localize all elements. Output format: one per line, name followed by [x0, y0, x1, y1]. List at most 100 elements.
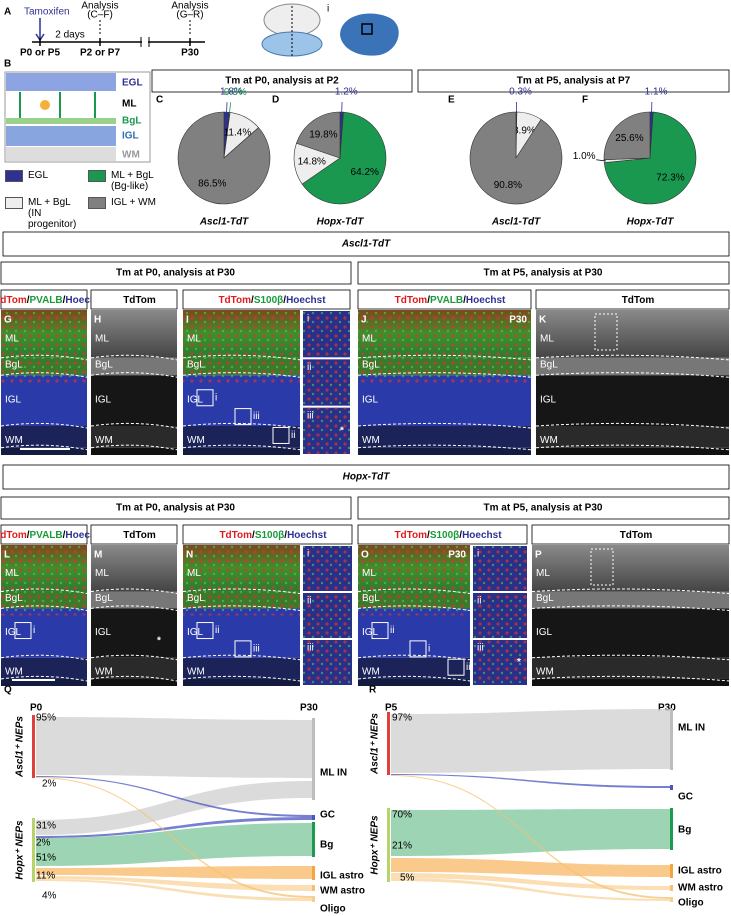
target-label: WM astro	[678, 883, 723, 894]
inset-label: iii	[477, 643, 484, 654]
tissue-layer	[1, 657, 87, 679]
panel-letter: K	[539, 315, 547, 326]
percent-label: 2%	[36, 838, 51, 849]
legend-swatch	[5, 197, 23, 209]
layer-label: ML	[5, 568, 19, 579]
roi-label: ii	[291, 430, 295, 441]
data-label: 8.9%	[513, 125, 536, 136]
source-node	[32, 715, 35, 778]
roi-label: ii	[390, 625, 394, 636]
pie-slice	[177, 111, 271, 205]
tissue-layer	[1, 447, 87, 455]
percent-label: 11%	[36, 871, 55, 882]
cell-texture	[183, 545, 300, 616]
layer-boundary	[182, 675, 301, 682]
panel-header	[0, 524, 88, 545]
roi-label: i	[428, 644, 430, 655]
inset-texture	[303, 546, 352, 591]
pie-title: Ascl1-TdT	[199, 217, 249, 228]
panel-stain: TdTom/PVALB/Hoechst	[395, 295, 506, 306]
layer-boundary	[0, 354, 88, 361]
layer-label: ML	[540, 334, 554, 345]
roi-label: iii	[253, 644, 260, 655]
layer-label: IGL	[95, 627, 112, 638]
marker: *	[340, 425, 344, 436]
data-label: 19.8%	[309, 129, 337, 140]
layer-label: WM	[187, 435, 205, 446]
target-label: ML IN	[678, 723, 705, 734]
panel-letter: M	[94, 550, 102, 561]
layer-label: WM	[187, 667, 205, 678]
pie-slice	[296, 111, 341, 159]
time-label: P5	[385, 703, 398, 714]
panel-letter: O	[361, 550, 369, 561]
roi-box	[594, 313, 618, 351]
inset-texture	[303, 407, 350, 454]
inset-label: iii	[307, 410, 314, 421]
layer-boundary	[357, 654, 471, 661]
target-node	[312, 822, 315, 857]
tissue-layer	[91, 357, 177, 376]
tissue-layer	[91, 375, 177, 426]
flow	[36, 876, 312, 891]
tissue-layer	[1, 678, 87, 686]
roi-box	[234, 408, 252, 426]
source-label: Ascl1⁺ NEPs	[370, 713, 381, 775]
tissue-layer	[91, 678, 177, 686]
tissue-layer	[536, 375, 729, 426]
tissue-layer	[183, 678, 300, 686]
panel-letter: Q	[4, 685, 12, 696]
marker: *	[517, 657, 521, 668]
group-header	[417, 69, 730, 93]
time-label: P0	[30, 703, 43, 714]
panel-header	[90, 289, 178, 310]
layer-label: IGL	[540, 395, 557, 406]
cell-texture	[1, 310, 87, 383]
data-label: 0.3%	[509, 87, 532, 98]
layer-label: BgL	[536, 593, 554, 604]
layer-boundary	[357, 372, 532, 378]
layer-label: WM	[5, 667, 23, 678]
tissue-layer	[532, 545, 729, 592]
igl-layer	[6, 126, 116, 146]
group-title: Tm at P5, analysis at P30	[484, 268, 603, 279]
marker: *	[157, 636, 161, 647]
stain-part: PVALB	[29, 530, 62, 541]
flow	[36, 776, 312, 817]
inset-label: i	[307, 314, 309, 325]
panel-stain: TdTom	[123, 530, 156, 541]
layer-boundary	[182, 354, 301, 361]
inset-texture	[303, 593, 352, 638]
inset-texture	[303, 359, 350, 406]
inset-label: ii	[307, 362, 311, 373]
layer-label: ML	[187, 334, 201, 345]
layer-boundary	[535, 444, 730, 451]
panel-letter: J	[361, 315, 367, 326]
target-node	[670, 885, 673, 891]
inset-box	[361, 23, 373, 35]
layer-label: ML	[5, 334, 19, 345]
target-label: Oligo	[678, 898, 704, 909]
source-node	[387, 712, 390, 775]
stain-part: TdTom	[218, 295, 251, 306]
panel-header	[182, 289, 351, 310]
layer-boundary	[0, 654, 88, 661]
roi-label: iii	[253, 411, 260, 422]
source-node	[32, 818, 35, 882]
time-label: P30	[658, 703, 676, 714]
layer-label: IGL	[95, 395, 112, 406]
target-node	[312, 718, 315, 800]
layer-label: WM	[122, 150, 140, 161]
inset-texture	[303, 311, 350, 358]
layer-label: BgL	[187, 593, 205, 604]
leader	[596, 159, 607, 162]
tissue-layer	[358, 678, 470, 686]
target-node	[312, 885, 315, 891]
layer-boundary	[357, 444, 532, 451]
tissue-layer	[91, 608, 177, 658]
stain-part: /	[284, 530, 287, 541]
layer-label: IGL	[122, 131, 139, 142]
flow	[391, 709, 670, 773]
tissue-layer	[358, 608, 470, 658]
